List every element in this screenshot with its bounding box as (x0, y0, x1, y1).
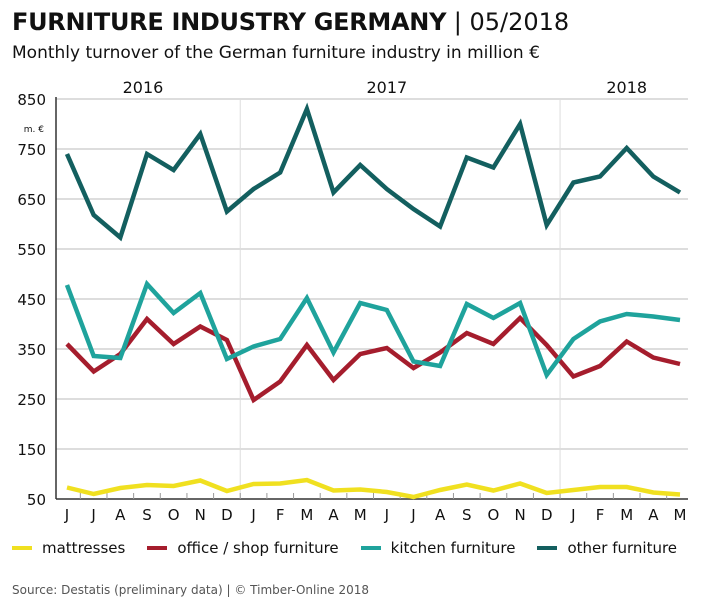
x-tick-label: J (570, 506, 575, 524)
x-tick-label: M (620, 506, 633, 524)
series-line-other-furniture (64, 102, 682, 242)
x-tick-label: A (115, 506, 126, 524)
x-tick-label: A (648, 506, 659, 524)
legend-swatch (12, 546, 32, 550)
legend: mattresses office / shop furniture kitchen… (12, 539, 709, 557)
y-tick-label: 150 (17, 441, 46, 459)
x-tick-label: M (674, 506, 687, 524)
x-tick-label: S (142, 506, 152, 524)
x-tick-label: J (64, 506, 69, 524)
x-tick-label: J (250, 506, 255, 524)
x-tick-label: N (514, 506, 525, 524)
y-tick-label: 250 (17, 391, 46, 409)
legend-item: kitchen furniture (360, 539, 516, 557)
x-tick-label: D (221, 506, 233, 524)
x-tick-label: M (354, 506, 367, 524)
source-note: Source: Destatis (preliminary data) | © … (12, 583, 370, 597)
y-tick-label: 550 (17, 241, 46, 259)
legend-label: office / shop furniture (177, 539, 339, 557)
y-tick-label: 450 (17, 291, 46, 309)
year-label: 2018 (606, 78, 647, 97)
legend-swatch (360, 546, 381, 550)
legend-label: other furniture (567, 539, 678, 557)
x-tick-label: M (300, 506, 313, 524)
legend-label: kitchen furniture (390, 539, 516, 557)
x-tick-label: N (195, 506, 206, 524)
year-label: 2017 (366, 78, 407, 97)
y-tick-label: 850 (17, 91, 46, 109)
legend-item: other furniture (537, 539, 677, 557)
legend-swatch (537, 546, 558, 550)
year-label: 2016 (123, 78, 164, 97)
x-tick-label: J (90, 506, 95, 524)
series-line-mattresses (66, 477, 681, 500)
chart-title: FURNITURE INDUSTRY GERMANY | 05/2018 (12, 8, 570, 36)
x-tick-label: O (488, 506, 500, 524)
x-tick-label: O (168, 506, 180, 524)
chart-subtitle: Monthly turnover of the German furniture… (12, 43, 540, 63)
x-tick-label: S (462, 506, 472, 524)
y-tick-label: 650 (17, 191, 46, 209)
series-line-office-shop-furniture (65, 314, 681, 404)
x-tick-label: A (328, 506, 339, 524)
x-tick-label: F (596, 506, 605, 524)
series-line-kitchen-furniture (64, 279, 681, 380)
x-tick-label: J (410, 506, 415, 524)
x-tick-label: A (435, 506, 446, 524)
x-tick-label: F (276, 506, 285, 524)
legend-swatch (147, 546, 168, 550)
y-axis-unit: m. € (24, 125, 44, 135)
x-tick-label: J (384, 506, 389, 524)
y-tick-label: 50 (27, 491, 46, 509)
legend-item: mattresses (12, 539, 125, 557)
legend-item: office / shop furniture (147, 539, 339, 557)
y-tick-label: 750 (17, 141, 46, 159)
x-tick-label: D (541, 506, 553, 524)
legend-label: mattresses (42, 539, 126, 557)
y-tick-label: 350 (17, 341, 46, 359)
